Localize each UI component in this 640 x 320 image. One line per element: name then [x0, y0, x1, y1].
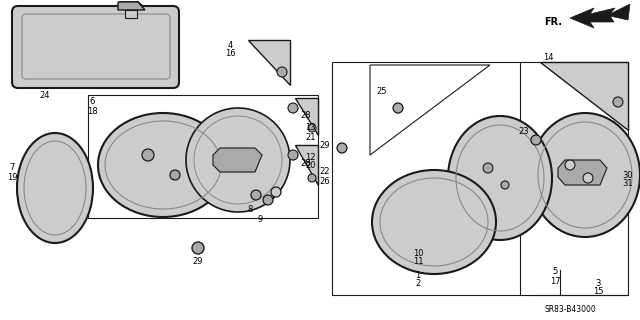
- Text: 28: 28: [300, 158, 310, 167]
- Ellipse shape: [192, 242, 204, 254]
- Polygon shape: [295, 98, 318, 135]
- Text: 13: 13: [305, 124, 316, 132]
- Text: 12: 12: [305, 153, 316, 162]
- Text: 10: 10: [413, 249, 423, 258]
- Polygon shape: [213, 148, 262, 172]
- Text: 3: 3: [595, 278, 601, 287]
- Ellipse shape: [448, 116, 552, 240]
- Text: 17: 17: [550, 276, 560, 285]
- Text: 5: 5: [552, 268, 557, 276]
- Ellipse shape: [483, 163, 493, 173]
- Polygon shape: [295, 145, 318, 185]
- Text: 29: 29: [193, 258, 204, 267]
- Text: 6: 6: [90, 98, 95, 107]
- Ellipse shape: [583, 173, 593, 183]
- Ellipse shape: [565, 160, 575, 170]
- Ellipse shape: [98, 113, 228, 217]
- Ellipse shape: [308, 124, 316, 132]
- Ellipse shape: [277, 67, 287, 77]
- Text: 11: 11: [413, 258, 423, 267]
- Polygon shape: [118, 2, 145, 10]
- Polygon shape: [558, 160, 607, 185]
- Ellipse shape: [263, 195, 273, 205]
- Polygon shape: [248, 40, 290, 85]
- Ellipse shape: [271, 187, 281, 197]
- Text: SR83-B43000: SR83-B43000: [544, 306, 596, 315]
- Text: 8: 8: [247, 205, 253, 214]
- Ellipse shape: [531, 135, 541, 145]
- Text: 31: 31: [622, 180, 632, 188]
- Text: 28: 28: [300, 110, 310, 119]
- Ellipse shape: [337, 143, 347, 153]
- Text: 22: 22: [319, 167, 330, 177]
- Text: 20: 20: [305, 162, 316, 171]
- Text: 25: 25: [377, 87, 387, 97]
- Text: FR.: FR.: [544, 17, 562, 27]
- Text: 18: 18: [86, 107, 97, 116]
- FancyBboxPatch shape: [12, 6, 179, 88]
- Ellipse shape: [17, 133, 93, 243]
- Text: 19: 19: [7, 172, 17, 181]
- Ellipse shape: [288, 150, 298, 160]
- Ellipse shape: [288, 103, 298, 113]
- Ellipse shape: [308, 174, 316, 182]
- Text: 21: 21: [305, 132, 316, 141]
- Ellipse shape: [501, 181, 509, 189]
- Text: 2: 2: [415, 279, 420, 289]
- Ellipse shape: [186, 108, 290, 212]
- Text: 23: 23: [518, 127, 529, 137]
- Ellipse shape: [530, 113, 640, 237]
- Text: 9: 9: [257, 215, 262, 225]
- Text: 15: 15: [593, 287, 604, 297]
- Polygon shape: [570, 4, 630, 28]
- Ellipse shape: [251, 190, 261, 200]
- Ellipse shape: [170, 170, 180, 180]
- Text: 7: 7: [10, 164, 15, 172]
- Text: 30: 30: [622, 171, 632, 180]
- Text: 1: 1: [415, 270, 420, 279]
- Polygon shape: [125, 10, 137, 18]
- Text: 16: 16: [225, 50, 236, 59]
- Text: 29: 29: [319, 140, 330, 149]
- Text: 26: 26: [319, 177, 330, 186]
- Ellipse shape: [372, 170, 496, 274]
- Polygon shape: [540, 62, 628, 130]
- Text: 24: 24: [40, 91, 51, 100]
- Ellipse shape: [613, 97, 623, 107]
- Text: 4: 4: [227, 41, 232, 50]
- Text: 14: 14: [543, 53, 553, 62]
- Ellipse shape: [393, 103, 403, 113]
- Ellipse shape: [142, 149, 154, 161]
